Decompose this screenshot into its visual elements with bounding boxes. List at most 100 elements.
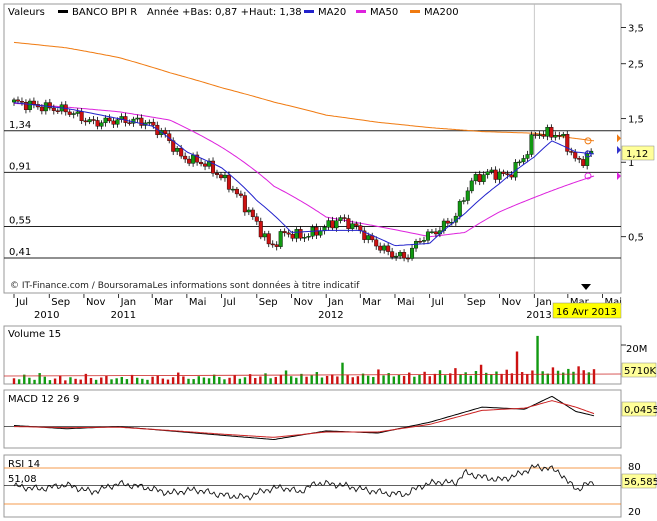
candle-body: [127, 122, 132, 124]
volume-bar: [28, 377, 31, 384]
volume-bar: [572, 371, 575, 384]
volume-bar: [325, 375, 329, 384]
candle-body: [302, 237, 307, 239]
candle-body: [342, 217, 347, 219]
ma200-end-marker: [584, 137, 592, 145]
candle-body: [163, 130, 168, 134]
date-highlight-arrow-icon: [581, 284, 591, 290]
volume-bar: [443, 375, 447, 384]
candle-body: [218, 174, 223, 179]
volume-bar: [238, 378, 242, 384]
candle-body: [378, 245, 383, 251]
volume-bar: [500, 373, 503, 384]
volume-bar: [546, 373, 550, 384]
candle-body: [79, 111, 84, 122]
candle-body: [406, 257, 411, 260]
candle-body: [573, 152, 578, 159]
candle-body: [390, 251, 395, 258]
y-tick-label: 3,5: [628, 24, 644, 35]
volume-bar: [541, 371, 544, 384]
volume-bar: [218, 376, 221, 384]
x-year-label: 2013: [526, 310, 551, 321]
volume-bar: [125, 379, 129, 384]
candle-body: [334, 220, 339, 229]
volume-bar: [372, 376, 375, 384]
candle-body: [505, 173, 510, 176]
support-level-label: 1,34: [9, 120, 31, 131]
candle-body: [561, 134, 566, 137]
volume-bar: [531, 370, 534, 384]
candle-body: [569, 151, 574, 153]
price-panel-frame: [3, 3, 622, 294]
candle-body: [203, 163, 208, 167]
volume-bar: [556, 370, 560, 384]
rsi-tick-80: 80: [628, 462, 641, 473]
candle-body: [374, 239, 379, 247]
candle-body: [326, 220, 331, 228]
volume-label: Volume 15: [8, 329, 61, 340]
candle-body: [485, 171, 490, 175]
x-month-label: Jan: [120, 297, 136, 308]
candle-body: [270, 243, 275, 246]
macd-last-tag-box: [621, 401, 657, 417]
x-month-label: Mai: [397, 297, 415, 308]
candle-body: [382, 245, 387, 251]
volume-bar: [526, 374, 529, 384]
volume-bar: [485, 372, 488, 384]
volume-bar: [505, 369, 508, 384]
candle-body: [366, 235, 371, 240]
credit-text: © IT-Finance.com / BoursoramaLes informa…: [10, 280, 360, 291]
volume-bar: [515, 351, 519, 384]
candle-body: [306, 236, 311, 238]
y-tick-label: 0,5: [628, 233, 644, 244]
volume-bar: [182, 376, 185, 384]
x-month-label: Mar: [362, 297, 382, 308]
volume-last-tag: 5710K: [621, 362, 656, 378]
candle-body: [23, 102, 28, 110]
candle-body: [11, 99, 16, 103]
candle-body: [477, 174, 482, 182]
volume-bar: [310, 375, 313, 384]
y-tick-label: 1: [628, 158, 634, 169]
candle-body: [183, 155, 188, 160]
x-year-label: 2011: [111, 310, 136, 321]
candle-body: [429, 231, 434, 233]
candle-body: [338, 217, 343, 221]
x-month-label: Mai: [189, 297, 207, 308]
volume-bar: [408, 372, 411, 384]
x-axis: Jul Sep Nov Jan Mar Mai Jul Sep Nov Jan Mar Mai Jul S…: [13, 294, 622, 321]
volume-bar: [510, 373, 514, 384]
candle-body: [529, 134, 534, 155]
x-month-label: Jan: [535, 297, 551, 308]
candle-body: [135, 117, 140, 120]
candle-body: [533, 134, 538, 136]
right-edge-arrow-icon: [617, 134, 621, 143]
rsi-last-value: 56,585: [624, 477, 657, 488]
candle-body: [294, 229, 299, 239]
candle-body: [246, 209, 251, 213]
candle-body: [418, 241, 423, 243]
candle-body: [95, 120, 100, 127]
candle-body: [541, 134, 546, 137]
volume-bar: [351, 377, 354, 384]
candle-body: [19, 101, 24, 103]
candle-body: [87, 119, 92, 123]
rsi-layer: [4, 463, 621, 505]
volume-bar: [58, 375, 62, 384]
candle-body: [234, 188, 239, 195]
candle-body: [83, 120, 88, 123]
candle-body: [195, 154, 200, 163]
ma20-end-marker: [584, 150, 592, 158]
candle-body: [282, 231, 287, 234]
candle-body: [457, 201, 462, 217]
volume-bar: [48, 380, 52, 384]
rsi-last-tag: 56,585: [621, 473, 657, 489]
volume-bar: [264, 373, 267, 384]
candle-body: [179, 147, 184, 157]
legend-price-swatch: [58, 10, 68, 13]
candle-body: [242, 195, 247, 213]
support-level-label: 0,91: [9, 161, 31, 172]
candle-body: [151, 121, 156, 126]
x-month-label: Sep: [51, 297, 70, 308]
